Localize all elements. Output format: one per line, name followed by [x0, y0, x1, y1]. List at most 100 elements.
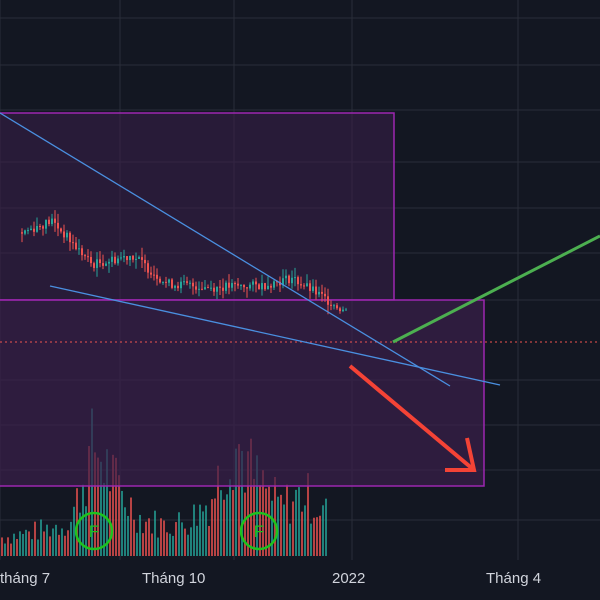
candle-body	[33, 228, 35, 232]
candle-body	[69, 232, 71, 243]
candle-body	[183, 281, 185, 283]
volume-bar	[319, 515, 321, 556]
candle-body	[318, 291, 320, 295]
volume-bar	[70, 521, 72, 556]
candle-body	[96, 259, 98, 268]
volume-bar	[94, 452, 96, 556]
lower-zone	[0, 299, 485, 487]
volume-bar	[97, 457, 99, 556]
volume-bar	[325, 498, 327, 556]
volume-bar	[58, 534, 60, 556]
marker-circle	[239, 511, 279, 551]
forecast-down-arrowhead	[445, 437, 477, 472]
volume-bar	[223, 499, 225, 556]
candle-body	[93, 263, 95, 268]
volume-bar	[199, 504, 201, 556]
candle-body	[132, 255, 134, 260]
candle-body	[114, 256, 116, 264]
volume-bar	[286, 484, 288, 556]
volume-bar	[184, 528, 186, 556]
volume-bar	[232, 490, 234, 556]
volume-bar	[250, 438, 252, 556]
candle-body	[39, 225, 41, 227]
candle-body	[36, 225, 38, 232]
volume-bar	[115, 457, 117, 556]
volume-bar	[85, 506, 87, 556]
candle-body	[102, 263, 104, 266]
candle-body	[342, 309, 344, 312]
candle-body	[321, 291, 323, 294]
forecast-down-arrow	[348, 364, 476, 472]
volume-bar	[139, 514, 141, 556]
volume-bar	[220, 490, 222, 556]
candle-body	[174, 285, 176, 288]
marker-label: F	[89, 522, 99, 541]
candle-body	[192, 282, 194, 287]
candle-body	[165, 281, 167, 283]
volume-bar	[64, 535, 66, 556]
candle-body	[123, 256, 125, 258]
candle-body	[258, 284, 260, 290]
volume-bar	[127, 515, 129, 556]
volume-bar	[55, 524, 57, 556]
trendlines	[0, 112, 600, 472]
candle-body	[177, 285, 179, 289]
candle-body	[45, 219, 47, 229]
candle-body	[81, 248, 83, 256]
candles	[21, 210, 347, 315]
candle-body	[198, 288, 200, 290]
candle-body	[171, 279, 173, 288]
candle-body	[54, 218, 56, 223]
volume-bar	[7, 537, 9, 556]
volume-bar	[169, 533, 171, 556]
candle-body	[267, 285, 269, 290]
volume-bar	[178, 512, 180, 556]
candle-body	[264, 283, 266, 290]
candle-body	[339, 308, 341, 312]
volume-bar	[136, 532, 138, 556]
volume-bar	[106, 449, 108, 556]
volume-bar	[46, 524, 48, 556]
candle-body	[315, 286, 317, 295]
candle-body	[153, 274, 155, 276]
volume-bar	[154, 510, 156, 556]
candle-body	[291, 277, 293, 284]
candle-body	[270, 285, 272, 288]
candle-body	[213, 287, 215, 292]
candle-body	[222, 287, 224, 291]
candle-body	[294, 277, 296, 279]
candle-body	[60, 228, 62, 232]
volume-bar	[247, 451, 249, 556]
volume-bar	[163, 520, 165, 556]
candle-body	[297, 277, 299, 285]
volume-bar	[13, 533, 15, 556]
candle-body	[120, 257, 122, 259]
volume-bar	[214, 498, 216, 556]
volume-bar	[253, 478, 255, 556]
volume-bar	[148, 518, 150, 556]
candle-body	[336, 305, 338, 309]
candle-body	[237, 283, 239, 286]
x-tick-label: Tháng 10	[142, 570, 205, 587]
x-tick-label: tháng 7	[0, 570, 50, 587]
volume-bar	[298, 487, 300, 556]
candle-body	[159, 278, 161, 283]
volume-bar	[67, 530, 69, 556]
candle-body	[168, 279, 170, 283]
volume-bar	[307, 473, 309, 556]
zones	[0, 112, 485, 487]
volume-bar	[10, 543, 12, 556]
candle-body	[27, 230, 29, 232]
volume-bar	[4, 543, 6, 556]
volume-bar	[160, 518, 162, 556]
candle-body	[282, 278, 284, 286]
volume-bar	[157, 537, 159, 556]
forecast-up-arrow	[392, 234, 600, 344]
candle-body	[57, 222, 59, 229]
candle-body	[219, 286, 221, 288]
candle-body	[255, 281, 257, 285]
volume-bar	[61, 528, 63, 556]
volume-bar	[37, 539, 39, 556]
volume-bar	[52, 528, 54, 556]
